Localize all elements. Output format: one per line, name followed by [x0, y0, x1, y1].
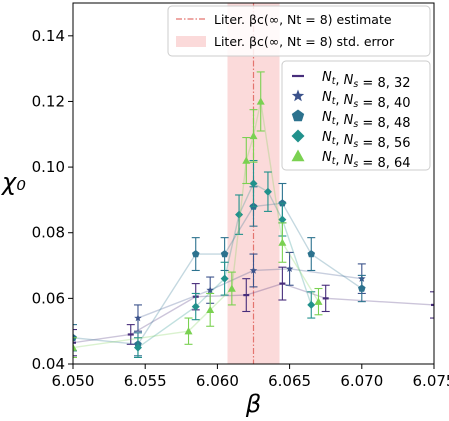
data-point	[73, 343, 77, 351]
data-point	[307, 300, 316, 309]
data-point	[227, 284, 236, 292]
legend-marker	[291, 129, 305, 143]
x-tick-label: 6.070	[340, 372, 383, 390]
legend-marker	[291, 149, 305, 162]
data-point	[314, 297, 323, 305]
data-point	[206, 305, 215, 314]
legend-label: Nt, Ns = 8, 48	[322, 110, 411, 131]
x-axis-label: β	[245, 390, 261, 418]
data-point	[358, 284, 366, 292]
x-tick-label: 6.065	[268, 372, 311, 390]
data-point	[134, 314, 142, 322]
std-error-legend-label: Liter. βc(∞, Nt = 8) std. error	[214, 34, 395, 49]
std-error-legend-swatch	[176, 36, 206, 47]
data-point	[256, 97, 265, 105]
plot-area	[73, 3, 434, 364]
legend-label: Nt, Ns = 8, 32	[322, 70, 411, 91]
x-tick-label: 6.055	[124, 372, 167, 390]
reference-legend-box	[167, 5, 431, 57]
plot-frame	[72, 2, 435, 365]
y-tick-label: 0.06	[32, 289, 65, 307]
data-point	[220, 274, 229, 283]
data-point	[191, 250, 200, 258]
series-legend-box	[281, 60, 431, 171]
data-point	[220, 250, 229, 258]
data-point	[191, 302, 200, 311]
y-tick-label: 0.14	[32, 27, 65, 45]
plot-content	[73, 3, 434, 364]
x-tick-label: 6.075	[413, 372, 449, 390]
legend-label: Nt, Ns = 8, 40	[322, 90, 411, 111]
y-tick-label: 0.12	[32, 92, 65, 110]
data-point	[235, 210, 244, 219]
x-tick-label: 6.060	[196, 372, 239, 390]
data-point	[249, 131, 258, 140]
x-tick-label: 6.050	[52, 372, 95, 390]
data-point	[278, 215, 287, 224]
y-tick-label: 0.04	[32, 355, 65, 373]
data-point	[249, 179, 258, 188]
data-point	[285, 264, 294, 273]
data-point	[242, 156, 251, 164]
data-point	[184, 327, 193, 335]
legend-label: Nt, Ns = 8, 64	[322, 150, 411, 171]
series-line	[73, 202, 363, 346]
legend-label: Nt, Ns = 8, 56	[322, 130, 411, 151]
legend-marker	[291, 89, 305, 102]
data-point	[263, 187, 272, 196]
data-point	[278, 238, 287, 246]
legend-marker	[291, 109, 305, 122]
series-5	[73, 71, 323, 358]
series-4	[133, 159, 316, 358]
y-tick-label: 0.08	[32, 224, 65, 242]
estimate-legend-label: Liter. βc(∞, Nt = 8) estimate	[214, 12, 392, 27]
data-point	[206, 286, 214, 294]
data-point	[249, 266, 258, 274]
y-axis-label: χ₀	[0, 168, 26, 196]
y-tick-label: 0.10	[32, 158, 65, 176]
series-2	[133, 251, 366, 332]
data-point	[307, 250, 316, 258]
data-point	[133, 343, 142, 352]
legend: Liter. βc(∞, Nt = 8) estimate Liter. βc(∞…	[167, 5, 431, 171]
series-line	[137, 182, 312, 349]
series-3	[73, 182, 366, 357]
